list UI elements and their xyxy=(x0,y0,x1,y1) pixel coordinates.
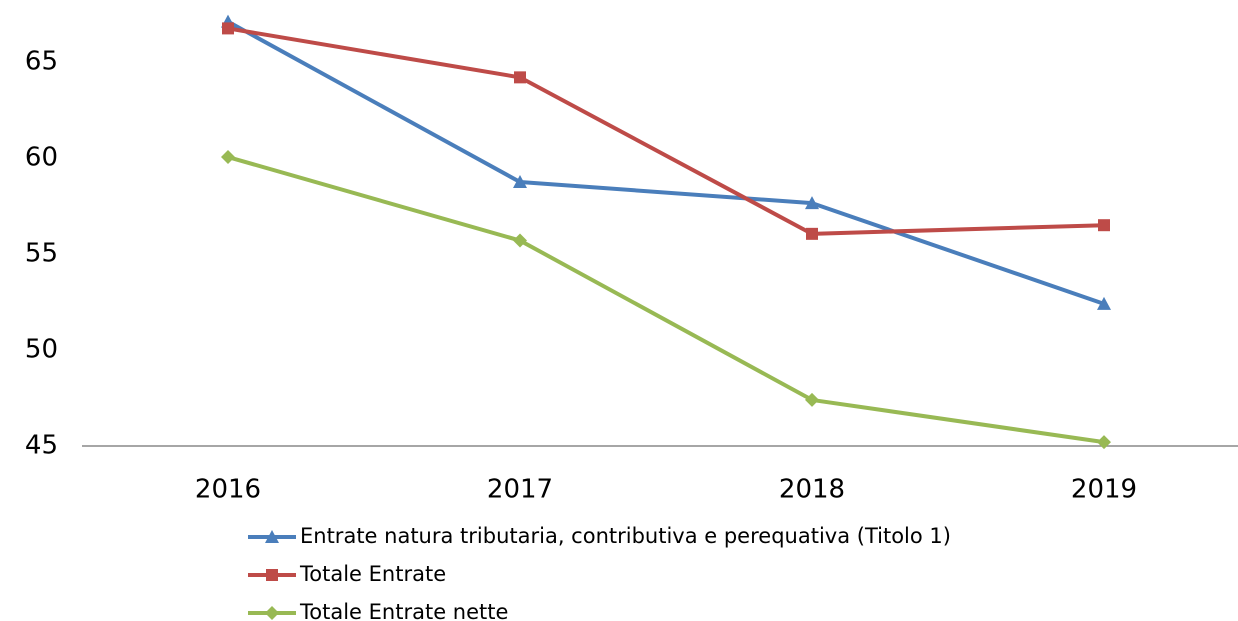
marker xyxy=(1097,435,1111,450)
series-line xyxy=(227,155,1105,445)
series-line xyxy=(227,19,1105,306)
y-tick-label: 50 xyxy=(25,335,58,365)
x-tick-label: 2019 xyxy=(1071,475,1137,505)
marker xyxy=(265,606,279,620)
marker xyxy=(222,22,234,35)
legend-label: Entrate natura tributaria, contributiva … xyxy=(300,524,951,548)
marker xyxy=(805,392,819,407)
marker xyxy=(513,233,527,248)
marker xyxy=(266,569,278,581)
x-tick-label: 2018 xyxy=(779,475,845,505)
y-tick-label: 60 xyxy=(25,143,58,173)
marker xyxy=(265,530,279,543)
legend-label: Totale Entrate nette xyxy=(299,600,508,621)
x-tick-label: 2017 xyxy=(487,475,553,505)
x-tick-label: 2016 xyxy=(195,475,261,505)
y-tick-label: 55 xyxy=(25,239,58,269)
marker xyxy=(1097,296,1111,310)
series-line xyxy=(227,26,1105,236)
y-tick-label: 65 xyxy=(25,47,58,77)
marker xyxy=(806,227,818,240)
legend-label: Totale Entrate xyxy=(299,562,446,586)
marker xyxy=(805,196,819,210)
marker xyxy=(513,175,527,188)
marker xyxy=(514,71,526,84)
y-tick-label: 45 xyxy=(25,431,58,461)
marker xyxy=(1098,219,1110,232)
marker xyxy=(221,150,235,165)
